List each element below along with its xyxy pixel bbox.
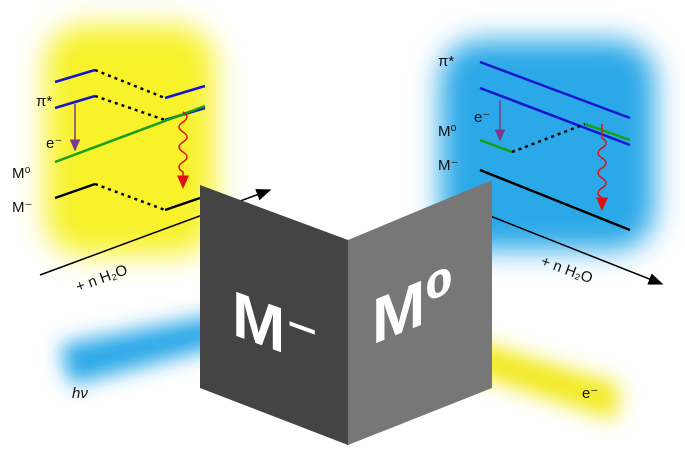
photon-beam — [60, 315, 225, 385]
label: M⁻ — [12, 199, 32, 216]
beam-label: hν — [72, 385, 88, 402]
label: π* — [36, 93, 52, 110]
axis-label: + n H₂O — [74, 261, 130, 295]
beam-label: e⁻ — [582, 385, 598, 402]
yellow-glow — [45, 25, 215, 255]
label: π* — [438, 53, 454, 70]
axis-label: + n H₂O — [539, 253, 595, 287]
label: M⁰ — [438, 123, 457, 140]
label: M⁻ — [438, 157, 458, 174]
label: M⁰ — [12, 165, 31, 182]
right-panel — [348, 180, 492, 445]
left-panel — [200, 185, 348, 445]
label: e⁻ — [474, 109, 490, 126]
right-levels — [479, 60, 664, 285]
label: e⁻ — [46, 135, 62, 152]
